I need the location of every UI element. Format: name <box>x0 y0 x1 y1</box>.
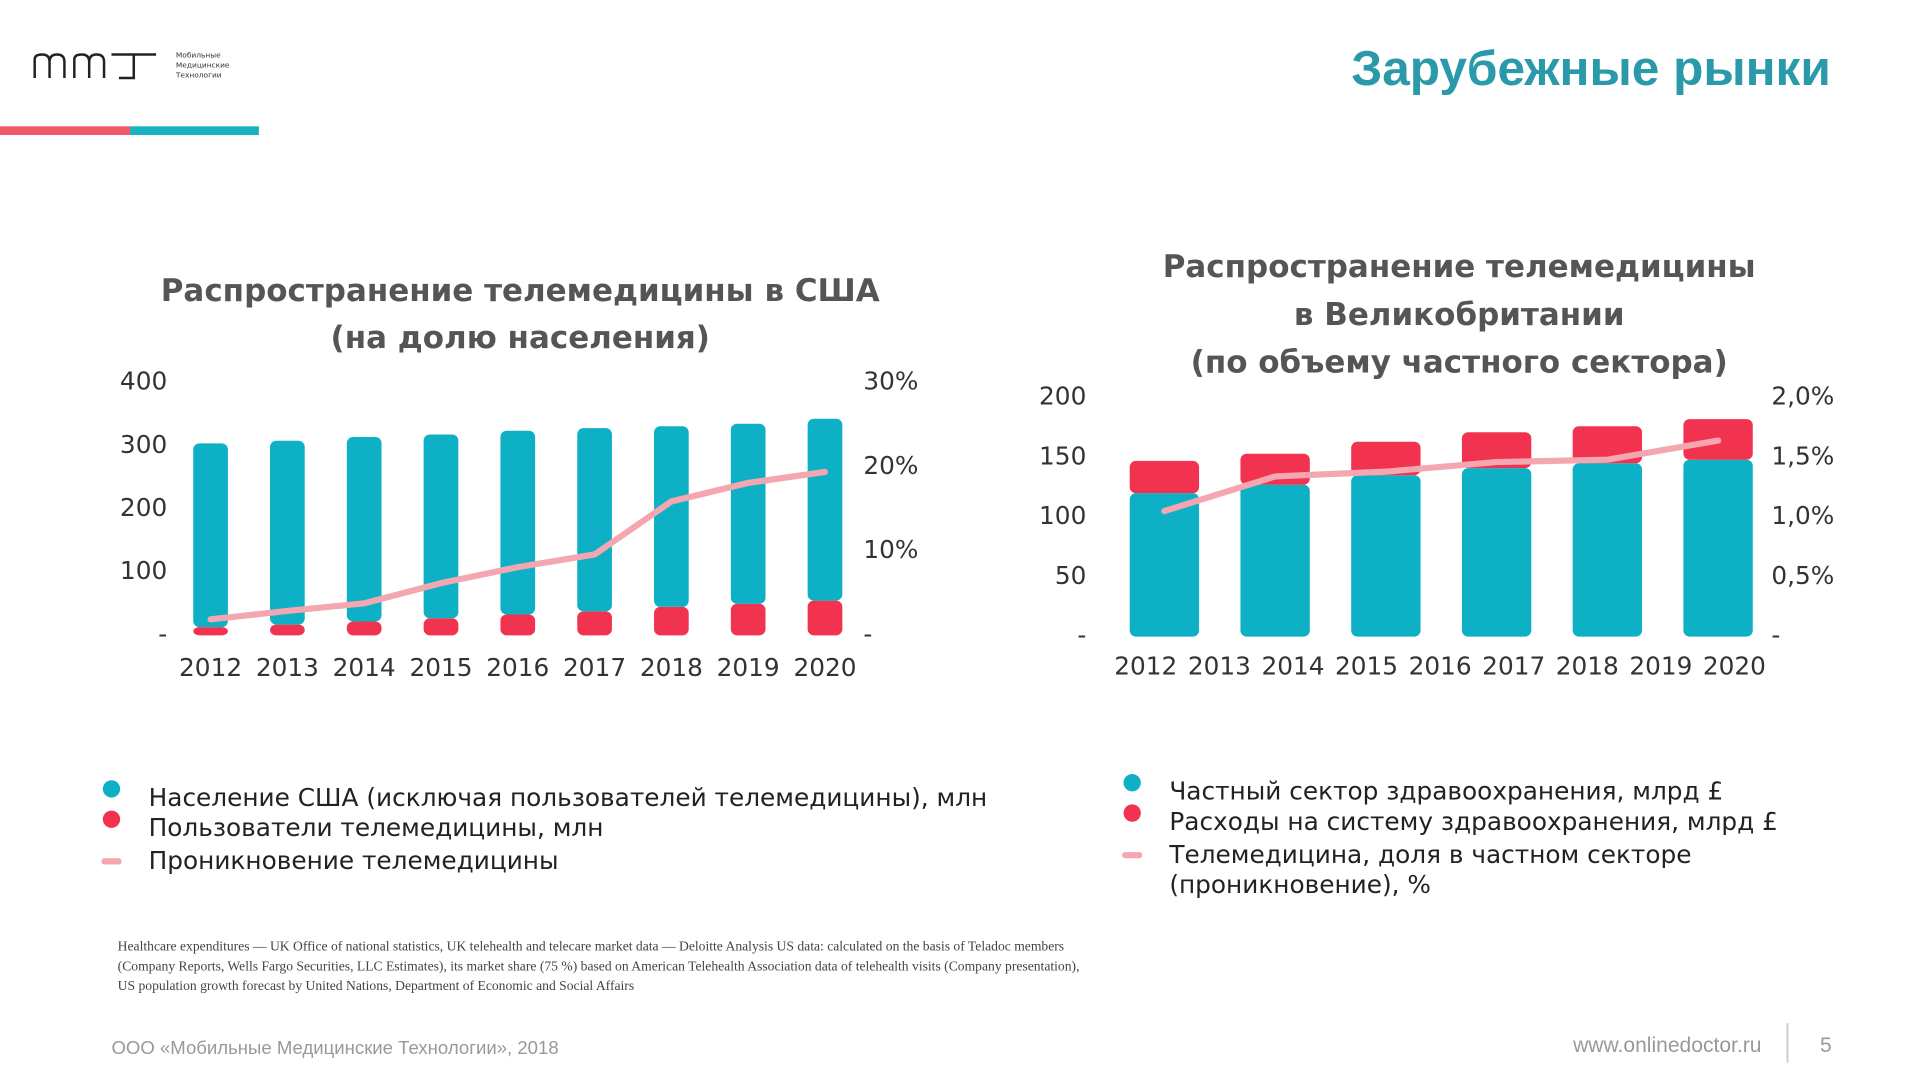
bar-segment <box>423 618 459 636</box>
chart-title: Распространение телемедицины в США <box>161 273 880 309</box>
y-tick-label: 400 <box>120 367 167 396</box>
legend-label: Частный сектор здравоохранения, млрд £ <box>1169 777 1723 806</box>
slide-title: Зарубежные рынки <box>1351 41 1831 96</box>
y-tick-label: 150 <box>1039 441 1086 470</box>
bar-segment <box>1240 484 1310 637</box>
x-tick-label: 2017 <box>1482 652 1545 681</box>
x-tick-label: 2019 <box>717 653 780 682</box>
x-tick-label: 2019 <box>1629 652 1692 681</box>
legend-label: Пользователи телемедицины, млн <box>149 813 604 842</box>
x-tick-label: 2012 <box>179 653 242 682</box>
y2-tick-label: 1,5% <box>1771 441 1834 470</box>
y-tick-label: 300 <box>120 430 167 459</box>
bar-segment <box>730 603 766 636</box>
legend-swatch <box>102 810 121 828</box>
x-tick-label: 2020 <box>1703 652 1766 681</box>
x-tick-label: 2015 <box>1335 652 1398 681</box>
y-tick-label: - <box>158 619 167 648</box>
bar-segment <box>193 627 228 636</box>
chart-title: (по объему частного сектора) <box>1191 345 1728 381</box>
x-tick-label: 2017 <box>563 653 626 682</box>
y-tick-label: 100 <box>120 556 167 585</box>
legend-label: Население США (исключая пользователей те… <box>149 783 988 812</box>
y-tick-label: 100 <box>1039 501 1086 530</box>
source-note: Healthcare expenditures — UK Office of n… <box>118 939 1064 954</box>
x-tick-label: 2015 <box>409 653 472 682</box>
chart-title: в Великобритании <box>1294 297 1625 333</box>
bar-segment <box>500 430 536 615</box>
logo-caption: Мобильные <box>176 51 221 60</box>
bar-segment <box>654 606 689 636</box>
bar-segment <box>577 428 612 612</box>
x-tick-label: 2013 <box>256 653 319 682</box>
bar-segment <box>1461 468 1532 637</box>
logo <box>33 53 157 80</box>
bar-segment <box>807 418 843 601</box>
x-tick-label: 2016 <box>1409 652 1472 681</box>
bar-segment <box>500 614 536 636</box>
y-tick-label: 200 <box>1039 382 1086 411</box>
y2-tick-label: 0,5% <box>1771 561 1834 590</box>
bar-segment <box>346 437 382 622</box>
x-tick-label: 2018 <box>640 653 703 682</box>
bar-segment <box>1683 459 1753 637</box>
y2-tick-label: 20% <box>863 451 918 480</box>
legend-label: (проникновение), % <box>1169 870 1431 899</box>
chart-title: (на долю населения) <box>331 320 710 356</box>
x-tick-label: 2014 <box>333 653 396 682</box>
legend-label: Расходы на систему здравоохранения, млрд… <box>1169 807 1778 836</box>
legend-label: Телемедицина, доля в частном секторе <box>1168 840 1691 869</box>
x-tick-label: 2016 <box>486 653 549 682</box>
line <box>1161 437 1722 515</box>
line <box>207 468 829 623</box>
bar-segment <box>1351 475 1421 637</box>
bar-segment <box>193 443 228 628</box>
bar-segment <box>270 440 305 625</box>
x-tick-label: 2012 <box>1114 652 1177 681</box>
legend-label: Проникновение телемедицины <box>149 846 559 875</box>
legend-swatch <box>1122 852 1143 859</box>
bar-segment <box>423 434 459 619</box>
bar-segment <box>807 600 843 636</box>
x-tick-label: 2020 <box>793 653 856 682</box>
bar-segment <box>270 624 305 636</box>
footer-company: ООО «Мобильные Медицинские Технологии», … <box>111 1037 558 1058</box>
chart-title: Распространение телемедицины <box>1163 249 1756 285</box>
source-note: (Company Reports, Wells Fargo Securities… <box>118 958 1080 974</box>
legend-swatch <box>1123 804 1141 822</box>
logo-caption: Технологии <box>175 71 222 80</box>
legend-swatch <box>101 858 122 865</box>
y2-tick-label: 1,0% <box>1771 501 1834 530</box>
source-note: US population growth forecast by United … <box>118 978 634 993</box>
logo-caption: Медицинские <box>176 61 230 70</box>
bar-segment <box>1240 453 1310 485</box>
accent-bar <box>130 126 259 135</box>
footer-url: www.onlinedoctor.ru <box>1572 1034 1761 1057</box>
x-tick-label: 2013 <box>1188 652 1251 681</box>
bar-segment <box>1351 441 1421 476</box>
y-tick-label: - <box>1077 621 1086 650</box>
bar-segment <box>654 426 689 607</box>
bar-segment <box>730 423 766 604</box>
y2-tick-label: - <box>863 619 872 648</box>
bar-segment <box>577 611 612 636</box>
bar-segment <box>1129 493 1200 637</box>
y2-tick-label: 30% <box>863 367 918 396</box>
y-tick-label: 50 <box>1055 561 1087 590</box>
y2-tick-label: - <box>1771 621 1780 650</box>
bar-segment <box>346 621 382 636</box>
bar-segment <box>1129 460 1200 494</box>
bar-segment <box>1572 463 1643 637</box>
legend-swatch <box>102 780 121 798</box>
x-tick-label: 2014 <box>1261 652 1324 681</box>
y2-tick-label: 10% <box>863 535 918 564</box>
accent-bar <box>0 126 131 135</box>
y-tick-label: 200 <box>120 493 167 522</box>
legend-swatch <box>1123 774 1141 792</box>
y2-tick-label: 2,0% <box>1771 382 1834 411</box>
page-number: 5 <box>1820 1034 1832 1057</box>
x-tick-label: 2018 <box>1556 652 1619 681</box>
